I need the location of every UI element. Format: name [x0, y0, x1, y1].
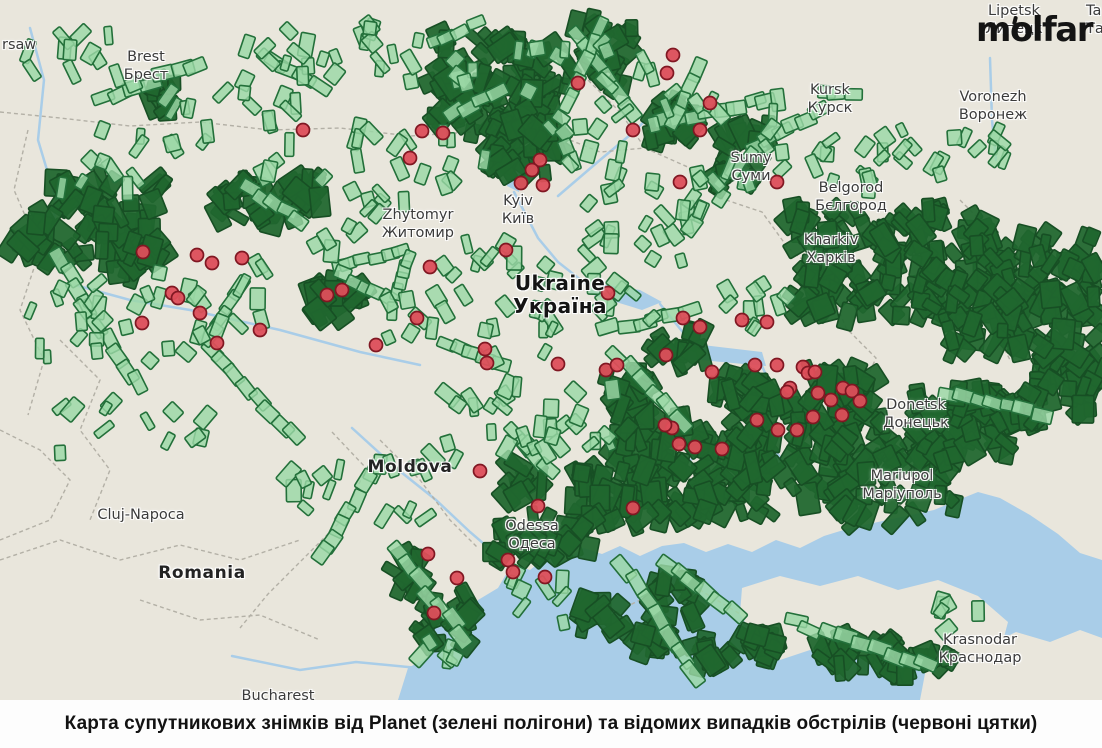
- shelling-dot: [823, 392, 839, 408]
- shelling-dot: [702, 95, 718, 111]
- map-label-donetsk: Donetsk Донецьк: [883, 397, 949, 431]
- shelling-dot: [844, 383, 860, 399]
- shelling-dot: [189, 247, 205, 263]
- shelling-dot: [769, 357, 785, 373]
- map-label-kursk: Kursk Курск: [807, 82, 853, 116]
- shelling-dot: [759, 314, 775, 330]
- shelling-dot: [550, 356, 566, 372]
- map-label-krasnodar: Krasnodar Краснодар: [938, 632, 1022, 666]
- shelling-dot: [204, 255, 220, 271]
- shelling-dot: [659, 65, 675, 81]
- map-label-sumy: Sumy Суми: [730, 150, 772, 184]
- shelling-dot: [789, 422, 805, 438]
- shelling-dot: [192, 305, 208, 321]
- shelling-dot: [134, 315, 150, 331]
- shelling-dot: [810, 385, 826, 401]
- shelling-dot: [749, 412, 765, 428]
- shelling-dot: [535, 177, 551, 193]
- shelling-dot: [252, 322, 268, 338]
- map-label-odessa: Odessa Одеса: [505, 518, 559, 552]
- satellite-footprints-scatter-layer: [19, 14, 1012, 670]
- shelling-dot: [409, 310, 425, 326]
- map-label-belgorod: Belgorod Бєлгород: [815, 180, 887, 214]
- shelling-dot: [334, 282, 350, 298]
- shelling-dot: [779, 384, 795, 400]
- shelling-dot: [477, 341, 493, 357]
- map-label-warsaw: rsaw: [2, 37, 37, 53]
- shelling-dot: [435, 125, 451, 141]
- shelling-dot: [368, 337, 384, 353]
- shelling-dot: [834, 407, 850, 423]
- map-label-kharkiv: Kharkiv Харків: [803, 232, 859, 266]
- map-label-lipetsk: Lipetsk Липецк: [985, 3, 1043, 37]
- shelling-dot: [747, 357, 763, 373]
- shelling-dot: [714, 441, 730, 457]
- shelling-dot: [672, 174, 688, 190]
- shelling-dot: [657, 417, 673, 433]
- shelling-dot: [704, 364, 720, 380]
- shelling-dots-layer: [134, 47, 868, 621]
- shelling-dot: [402, 150, 418, 166]
- map-graphics: [0, 7, 1102, 700]
- caption-text: Карта супутникових знімків від Planet (з…: [64, 713, 1038, 734]
- shelling-dot: [426, 605, 442, 621]
- shelling-dot: [770, 422, 786, 438]
- shelling-dot: [665, 47, 681, 63]
- map-label-romania: Romania: [158, 563, 246, 583]
- shelling-dot: [769, 174, 785, 190]
- shelling-dot: [209, 335, 225, 351]
- shelling-dot: [805, 409, 821, 425]
- molfar-logo: molfar: [976, 10, 1093, 50]
- map-canvas[interactable]: rsaw Brest Брест Lipetsk Липецк Ta Та Kursk Курс…: [0, 0, 1102, 704]
- shelling-dot: [692, 319, 708, 335]
- map-label-cluj-napoca: Cluj-Napoca: [97, 507, 185, 523]
- shelling-dot: [505, 564, 521, 580]
- map-label-voronezh: Voronezh Воронеж: [958, 89, 1028, 123]
- shelling-dot: [414, 123, 430, 139]
- map-label-kyiv: Kyiv Київ: [501, 193, 535, 227]
- shelling-dot: [658, 347, 674, 363]
- shelling-dot: [530, 498, 546, 514]
- shelling-dot: [449, 570, 465, 586]
- map-label-moldova: Moldova: [367, 457, 453, 477]
- caption-bar: Карта супутникових знімків від Planet (з…: [0, 700, 1102, 748]
- shelling-dot: [600, 285, 616, 301]
- shelling-dot: [513, 175, 529, 191]
- molfar-logo-text: molfar: [976, 10, 1093, 50]
- shelling-dot: [234, 250, 250, 266]
- shelling-dot: [532, 152, 548, 168]
- shelling-dot: [295, 122, 311, 138]
- shelling-dot: [852, 393, 868, 409]
- shelling-dot: [472, 463, 488, 479]
- shelling-dot: [537, 569, 553, 585]
- shelling-dot: [734, 312, 750, 328]
- shelling-dot: [570, 75, 586, 91]
- shelling-dot: [500, 552, 516, 568]
- shelling-dot: [498, 242, 514, 258]
- shelling-dot: [671, 436, 687, 452]
- map-label-zhytomyr: Zhytomyr Житомир: [382, 207, 454, 241]
- map-label-brest: Brest Брест: [123, 49, 169, 83]
- shelling-dot: [609, 357, 625, 373]
- shelling-dot: [692, 122, 708, 138]
- shelling-dot: [524, 162, 540, 178]
- shelling-dot: [687, 439, 703, 455]
- shelling-dot: [422, 259, 438, 275]
- shelling-dot: [420, 546, 436, 562]
- map-label-mariupol: Mariupol Маріуполь: [862, 468, 942, 502]
- shelling-dot: [135, 244, 151, 260]
- shelling-dot: [625, 122, 641, 138]
- shelling-dot: [479, 355, 495, 371]
- map-label-tambov: Ta Та: [1086, 3, 1102, 37]
- shelling-dot: [319, 287, 335, 303]
- shelling-dot: [625, 500, 641, 516]
- shelling-dot: [807, 364, 823, 380]
- map-label-ukraine: Ukraine Україна: [513, 271, 607, 318]
- shelling-dot: [675, 310, 691, 326]
- shelling-dot: [170, 290, 186, 306]
